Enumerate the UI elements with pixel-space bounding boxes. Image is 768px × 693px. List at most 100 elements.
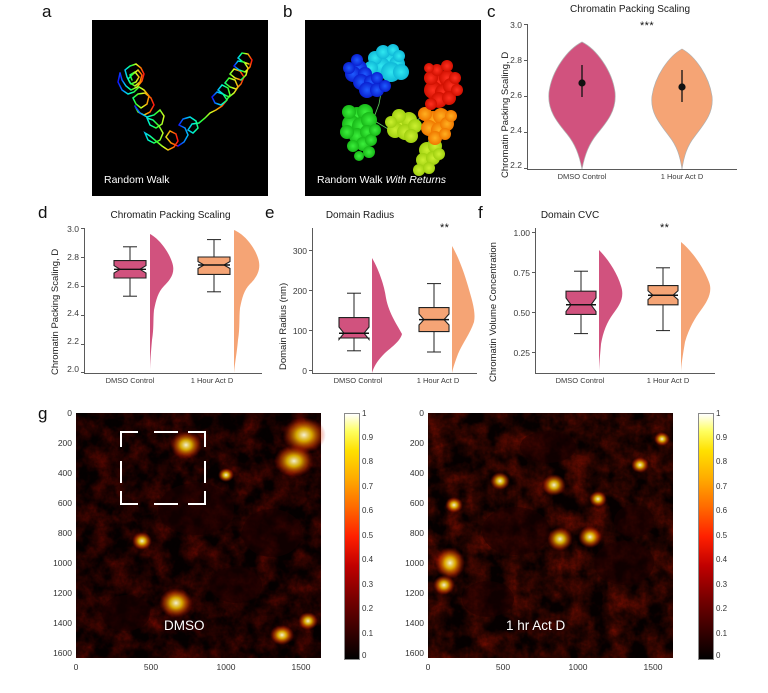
panel-d-raincloud-plot — [84, 228, 262, 373]
panel-g-right-xtick-1: 500 — [495, 662, 511, 672]
panel-c-significance: *** — [640, 20, 655, 32]
panel-d-xaxis — [84, 373, 262, 374]
box-control — [565, 270, 597, 335]
box-treated — [647, 267, 679, 332]
panel-g-right-colorbar — [698, 413, 714, 660]
panel-f-xtick-0: DMSO Control — [555, 376, 605, 385]
box-treated — [197, 239, 231, 293]
panel-f-ytick-0: 1.00 — [513, 228, 530, 238]
panel-c-ytick-4: 2.2 — [510, 160, 522, 170]
halfviolin-treated — [452, 246, 475, 373]
panel-g-left-cb-3: 0.7 — [362, 482, 374, 491]
panel-label-c: c — [487, 2, 496, 21]
panel-e-title: Domain Radius — [325, 210, 395, 221]
panel-g-left-ytick-6: 1200 — [53, 588, 72, 598]
panel-g-right-cb-3: 0.7 — [716, 482, 728, 491]
panel-c-ytick-1: 2.8 — [510, 55, 522, 65]
panel-g-left-xtick-0: 0 — [73, 662, 79, 672]
panel-c-ytick-3: 2.4 — [510, 125, 522, 135]
panel-g-right-xtick-3: 1500 — [643, 662, 663, 672]
panel-f-title: Domain CVC — [540, 210, 600, 221]
panel-g-left-cb-9: 0.1 — [362, 629, 374, 638]
panel-f-xtick-1: 1 Hour Act D — [646, 376, 690, 385]
panel-d-title: Chromatin Packing Scaling — [110, 210, 231, 221]
box-treated — [418, 283, 450, 353]
panel-label-g: g — [38, 404, 48, 423]
panel-e-ytick-1: 200 — [292, 286, 307, 296]
control-median-marker — [578, 79, 586, 87]
panel-g-left-cb-8: 0.2 — [362, 604, 374, 613]
panel-a-caption: Random Walk — [104, 174, 170, 186]
treated-median-marker — [678, 83, 686, 91]
panel-e-raincloud-plot — [312, 228, 477, 373]
panel-c-ytick-2: 2.6 — [510, 90, 522, 100]
panel-g-right-ytick-2: 400 — [409, 468, 424, 478]
panel-e-xtick-0: DMSO Control — [333, 376, 383, 385]
panel-g-right-cb-6: 0.4 — [716, 555, 728, 564]
halfviolin-treated — [681, 242, 711, 373]
panel-f-ytick-1: 0.75 — [513, 268, 530, 278]
panel-g-left-cb-7: 0.3 — [362, 580, 374, 589]
panel-f-ytick-3: 0.25 — [513, 348, 530, 358]
panel-g-left-ytick-8: 1600 — [53, 648, 72, 658]
panel-g-right-ytick-3: 600 — [409, 498, 424, 508]
panel-g-left-ytick-4: 800 — [57, 528, 72, 538]
panel-b-caption: Random Walk With Returns — [317, 174, 447, 186]
panel-d-ytick-3: 2.4 — [67, 308, 79, 318]
panel-d-ytick-1: 2.8 — [67, 252, 79, 262]
panel-e-significance: ** — [440, 222, 450, 234]
panel-g-right-ytick-8: 1600 — [405, 648, 424, 658]
panel-g-left-cb-0: 1 — [362, 409, 367, 418]
panel-g-left-ytick-5: 1000 — [53, 558, 72, 568]
panel-g-left-heatmap-dmso: DMSO — [76, 413, 326, 658]
panel-g-right-cb-7: 0.3 — [716, 580, 728, 589]
panel-e-ytick-2: 100 — [292, 326, 307, 336]
panel-label-f: f — [478, 203, 483, 222]
halfviolin-control — [599, 250, 623, 373]
panel-d-ytick-4: 2.2 — [67, 336, 79, 346]
panel-d-ytick-0: 3.0 — [67, 224, 79, 234]
panel-g-right-ytick-4: 800 — [409, 528, 424, 538]
halfviolin-treated — [234, 230, 260, 373]
panel-b-random-walk-returns-image: Random Walk With Returns — [305, 20, 481, 196]
panel-g-right-xtick-0: 0 — [425, 662, 431, 672]
panel-g-right-ytick-1: 200 — [409, 438, 424, 448]
panel-g-right-cb-4: 0.6 — [716, 506, 728, 515]
panel-g-left-xtick-1: 500 — [143, 662, 159, 672]
panel-c-ytick-0: 3.0 — [510, 20, 522, 30]
violin-treated — [651, 48, 713, 170]
panel-g-right-ytick-6: 1200 — [405, 588, 424, 598]
panel-c-violin-plot — [527, 24, 737, 170]
panel-g-right-cb-8: 0.2 — [716, 604, 728, 613]
panel-c-title: Chromatin Packing Scaling — [569, 4, 691, 15]
panel-g-right-cb-1: 0.9 — [716, 433, 728, 442]
panel-g-right-xtick-2: 1000 — [568, 662, 588, 672]
random-walk-svg — [117, 52, 253, 151]
panel-f-ytick-2: 0.50 — [513, 308, 530, 318]
panel-g-left-caption: DMSO — [164, 618, 205, 633]
panel-g-left-ytick-7: 1400 — [53, 618, 72, 628]
halfviolin-control — [150, 234, 174, 373]
panel-f-xaxis — [535, 373, 715, 374]
panel-c-xtick-0: DMSO Control — [557, 172, 607, 181]
panel-g-left-colorbar — [344, 413, 360, 660]
violin-control — [548, 41, 616, 170]
panel-g-left-cb-5: 0.5 — [362, 531, 374, 540]
random-walk-returns-svg — [340, 44, 463, 176]
panel-g-left-cb-6: 0.4 — [362, 555, 374, 564]
panel-label-e: e — [265, 203, 275, 222]
panel-f-yaxis — [535, 228, 536, 373]
panel-g-left-cb-1: 0.9 — [362, 433, 374, 442]
panel-label-d: d — [38, 203, 48, 222]
panel-g-right-cb-2: 0.8 — [716, 457, 728, 466]
panel-g-right-cb-5: 0.5 — [716, 531, 728, 540]
panel-c-yaxis — [527, 24, 528, 169]
panel-f-ylabel: Chromatin Volume Concentration — [488, 242, 499, 382]
panel-e-xtick-1: 1 Hour Act D — [416, 376, 460, 385]
panel-g-left-ytick-3: 600 — [57, 498, 72, 508]
panel-label-b: b — [283, 2, 293, 21]
panel-d-ytick-2: 2.6 — [67, 280, 79, 290]
panel-label-a: a — [42, 2, 52, 21]
halfviolin-control — [372, 258, 402, 373]
